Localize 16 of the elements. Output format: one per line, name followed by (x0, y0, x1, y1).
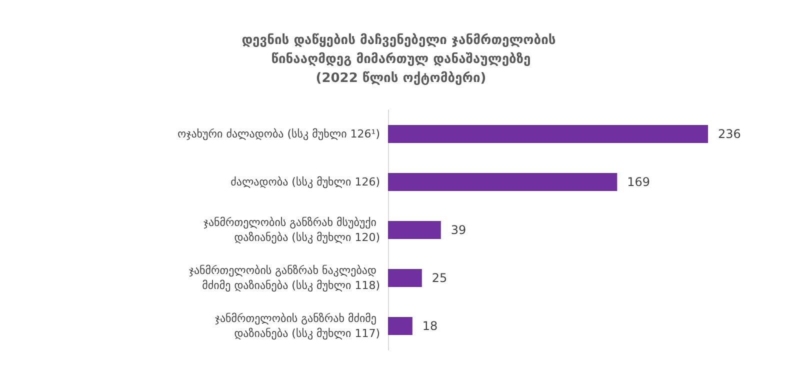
data-label: 236 (718, 127, 741, 141)
y-tick-label: ჯანმრთელობის განზრახ ნაკლებად მძიმე დაზიანება (სსკ მუხლი 118) (188, 264, 380, 292)
chart-title: დევნის დაწყების მაჩვენებელი ჯანმრთელობის წინააღმდეგ მიმართულ დანაშაულებზე (2022 წლის ოქტომბერი) (242, 33, 560, 86)
y-tick-label: ჯანმრთელობის განზრახ მსუბუქი დაზიანება (სსკ მუხლი 120) (203, 216, 380, 244)
bar (388, 221, 441, 239)
bar (388, 317, 412, 335)
data-label: 18 (422, 319, 438, 333)
data-label: 25 (432, 271, 448, 285)
y-tick-label: ძალადობა (სსკ მუხლი 126) (230, 176, 380, 188)
bar (388, 125, 708, 143)
bar (388, 173, 618, 191)
data-label: 169 (627, 175, 650, 189)
y-tick-label: ჯანმრთელობის განზრახ მძიმე დაზიანება (სსკ მუხლი 117) (214, 312, 380, 340)
data-label: 39 (450, 223, 466, 237)
y-tick-label: ოჯახური ძალადობა (სსკ მუხლი 126¹) (178, 128, 380, 140)
bar (388, 269, 422, 287)
